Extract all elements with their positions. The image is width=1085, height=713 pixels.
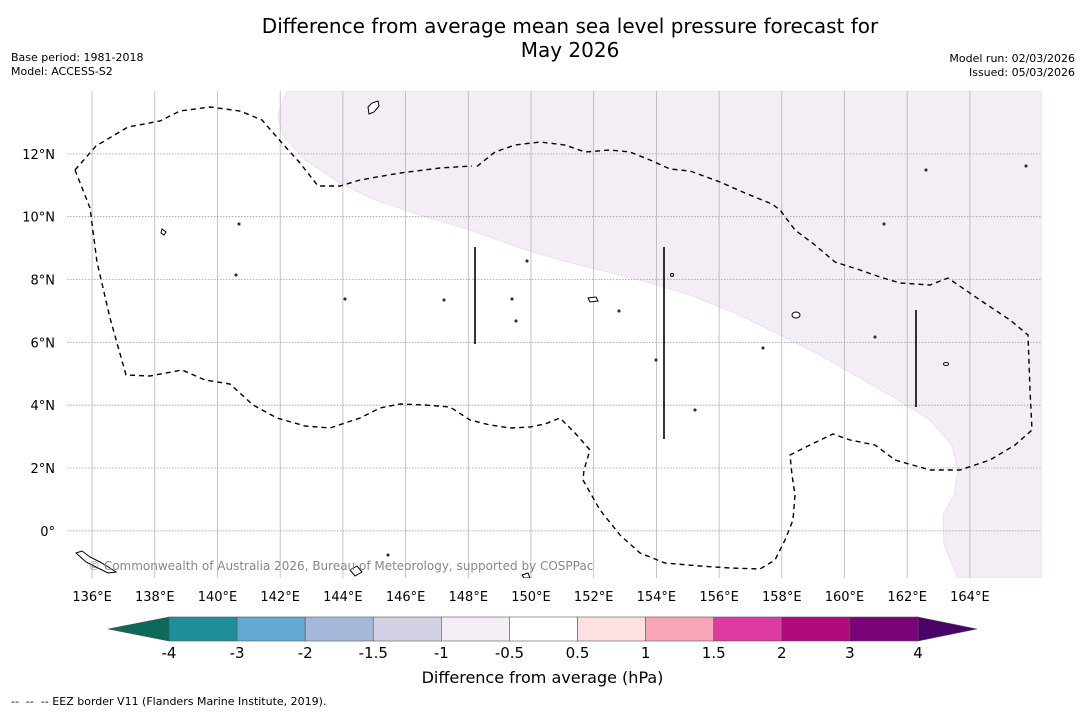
copyright-text: © Commonwealth of Australia 2026, Bureau… [88,559,593,573]
island-kosrae [943,362,949,366]
island-small-15 [343,297,347,301]
colorbar-segment [509,616,578,642]
longitude-tick-label: 146°E [386,590,426,605]
longitude-tick-label: 158°E [762,590,802,605]
colorbar-tick-label: -1.5 [359,644,388,662]
island-small-2 [525,259,529,263]
colorbar-segment [713,616,783,642]
longitude-tick-label: 138°E [135,590,175,605]
island-guam [367,100,380,115]
colorbar-label: Difference from average (hPa) [421,668,664,687]
latitude-tick-label: 10°N [22,211,55,226]
eez-border-west [74,106,473,187]
colorbar-segment [781,616,851,642]
colorbar-tick-label: -2 [298,644,313,662]
longitude-tick-label: 154°E [637,590,677,605]
chart-title: Difference from average mean sea level p… [200,14,940,62]
island-small-5 [234,273,238,277]
island-small-10 [654,358,658,362]
model-text: Model: ACCESS-S2 [11,65,113,78]
issued-text: Issued: 05/03/2026 [968,66,1075,79]
colorbar-segment [849,616,919,642]
model-run-text: Model run: 02/03/2026 [949,52,1075,65]
longitude-tick-label: 156°E [699,590,739,605]
meta-left: Base period: 1981-2018 Model: ACCESS-S2 [11,51,143,79]
latitude-tick-label: 8°N [31,274,56,289]
longitude-tick-label: 140°E [198,590,238,605]
eez-footnote: -- -- -- EEZ border V11 (Flanders Marine… [11,695,327,708]
pressure-marker-lines [474,247,917,439]
longitude-tick-label: 148°E [449,590,489,605]
colorbar-tick-label: 4 [913,644,923,662]
colorbar-segment [645,616,715,642]
island-small-9 [1024,164,1028,168]
island-small-13 [873,335,877,339]
island-small-4 [514,319,518,323]
longitude-tick-label: 144°E [323,590,363,605]
longitude-tick-label: 164°E [950,590,990,605]
island-small-8 [924,168,928,172]
island-small-14 [386,553,390,557]
longitude-gridlines [91,91,971,578]
colorbar-tick-label: -0.5 [495,644,524,662]
longitude-tick-label: 150°E [511,590,551,605]
latitude-tick-label: 12°N [22,148,55,163]
latitude-gridlines [67,153,1042,532]
island-small-17 [617,309,621,313]
longitude-tick-label: 136°E [72,590,112,605]
colorbar-segment [236,616,306,642]
islands [75,100,1028,578]
longitude-tick-label: 162°E [887,590,927,605]
latitude-tick-label: 0° [40,525,55,540]
island-palau [160,228,167,236]
colorbar-tick-label: 3 [845,644,855,662]
colorbar-segment [304,616,374,642]
island-small-16 [442,298,446,302]
latitude-tick-label: 4°N [31,399,56,414]
colorbar-tick-label: 2 [777,644,787,662]
longitude-tick-label: 152°E [574,590,614,605]
meta-right: Model run: 02/03/2026 Issued: 05/03/2026 [949,52,1075,80]
longitude-tick-label: 160°E [825,590,865,605]
latitude-tick-label: 6°N [31,336,56,351]
island-small-12 [761,346,765,350]
colorbar-segment [168,616,238,642]
eez-border-west-south [74,141,1033,570]
island-small-3 [510,297,514,301]
colorbar-tick-label: -4 [162,644,177,662]
colorbar-tick-label: 0.5 [566,644,590,662]
island-small-7 [882,222,886,226]
pressure-anomaly-shading [277,91,1042,578]
island-new-guinea-coast [75,550,118,574]
colorbar-tick-label: -3 [230,644,245,662]
island-pohnpei [791,311,801,319]
island-small-1 [670,273,674,277]
island-new-ireland [349,565,363,577]
colorbar-segment [577,616,646,642]
colorbar-tick-label: 1.5 [702,644,726,662]
latitude-labels: 12°N 10°N 8°N 6°N 4°N 2°N 0° [22,148,55,540]
colorbar-segment [441,616,510,642]
colorbar-segment [372,616,442,642]
longitude-tick-label: 142°E [260,590,300,605]
colorbar-tick-label: -1 [434,644,449,662]
island-small-6 [237,222,241,226]
island-chuuk [587,296,599,303]
latitude-tick-label: 2°N [31,462,56,477]
longitude-labels: 136°E 138°E 140°E 142°E 144°E 146°E 148°E 150°E… [72,590,989,605]
title-line-1: Difference from average mean sea level p… [261,14,879,38]
title-line-2: May 2026 [520,38,620,62]
island-small-11 [693,408,697,412]
base-period-text: Base period: 1981-2018 [11,51,144,64]
colorbar: -4 -3 -2 -1.5 -1 -0.5 0.5 1 1.5 2 3 4 [107,616,978,662]
colorbar-extend-high [917,616,978,642]
colorbar-tick-label: 1 [641,644,651,662]
island-bougainville [521,572,531,578]
eez-borders [74,106,1033,570]
colorbar-extend-low [107,616,170,642]
